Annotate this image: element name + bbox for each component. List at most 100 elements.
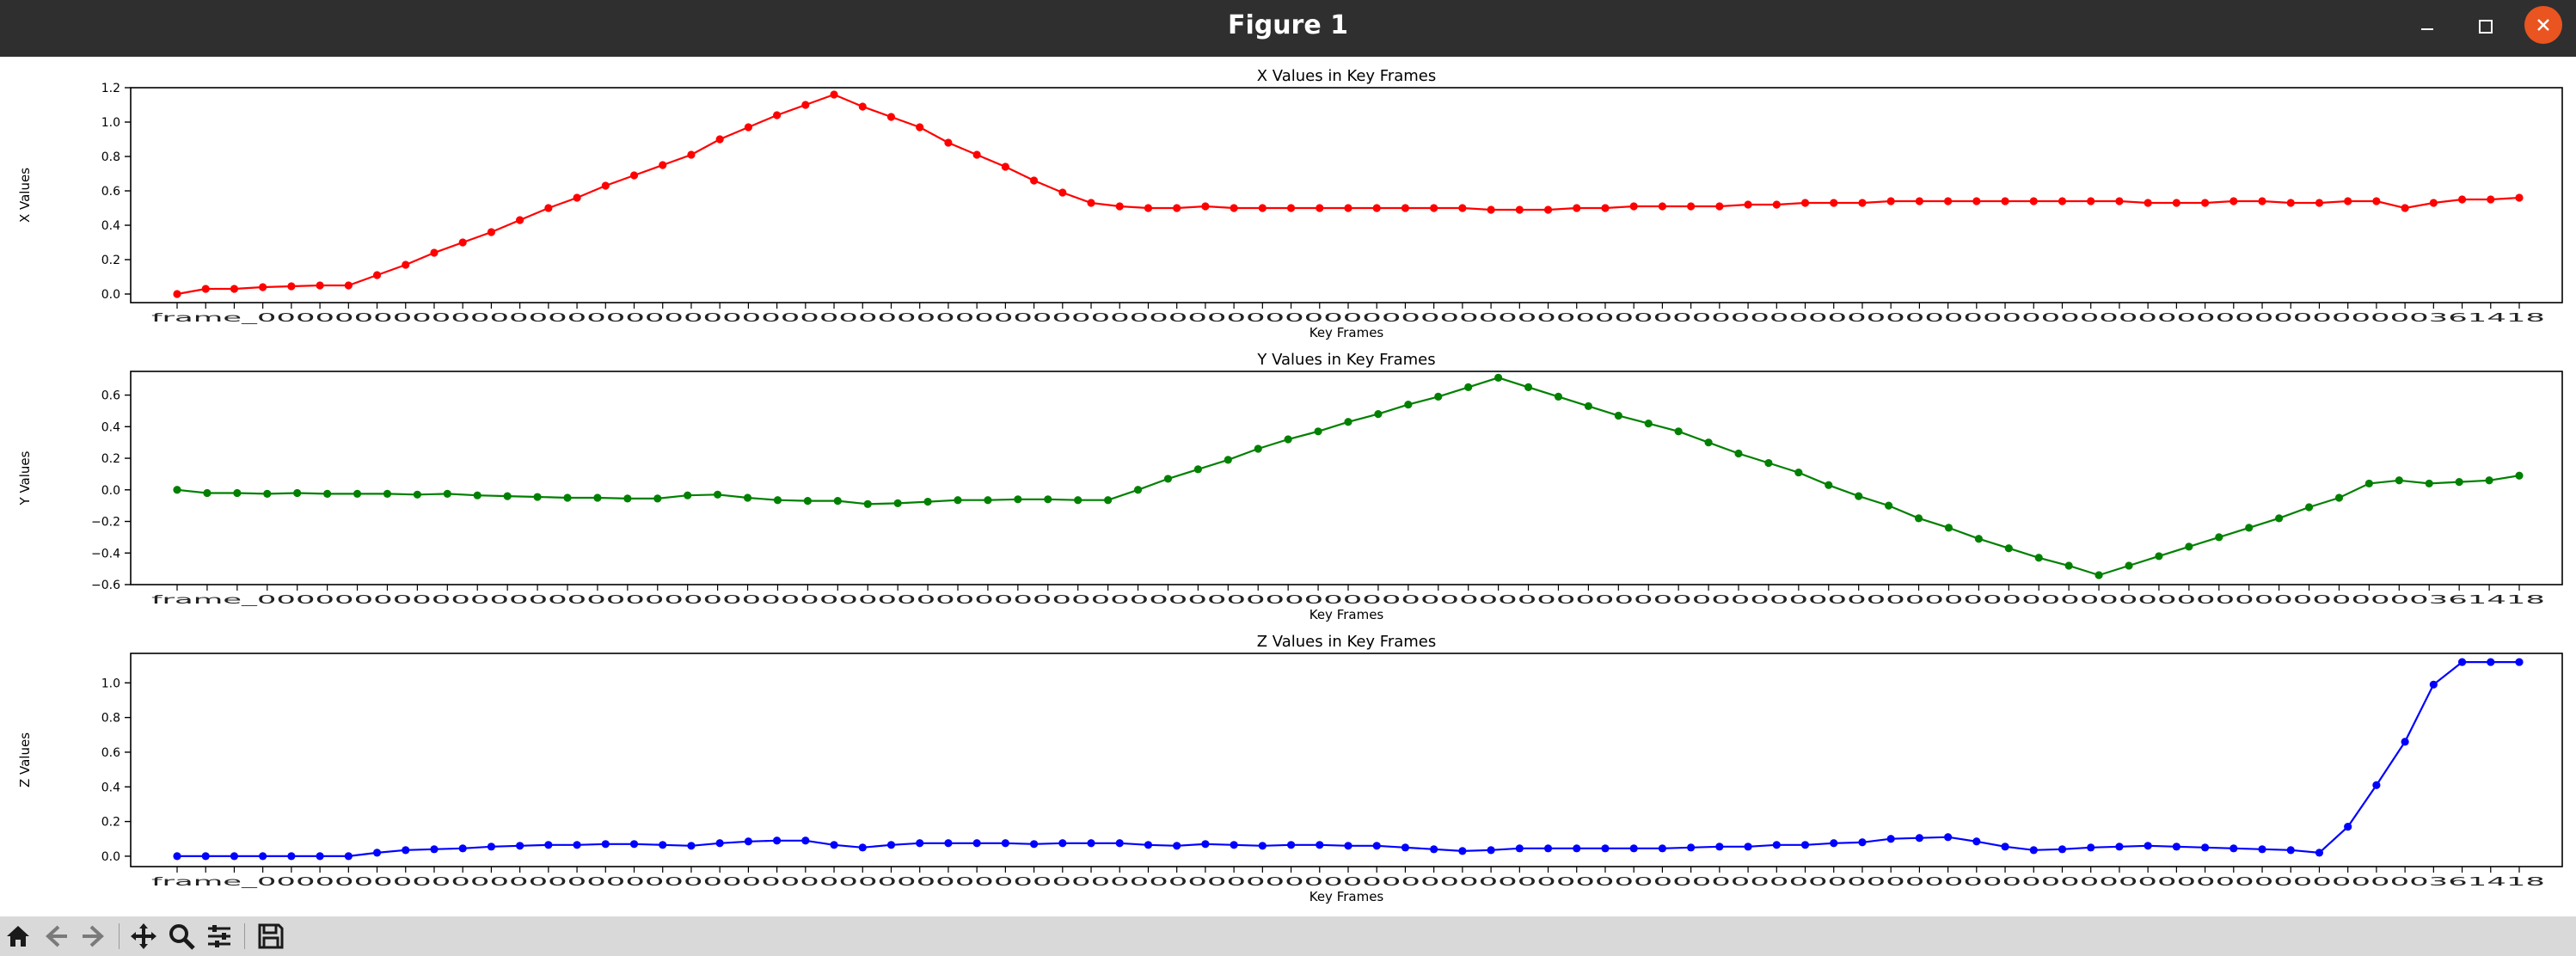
data-point	[573, 193, 581, 202]
data-point	[972, 839, 981, 848]
data-point	[773, 111, 782, 120]
data-point	[2115, 197, 2124, 205]
y-tick-label: 0.6	[101, 746, 120, 760]
data-point	[801, 836, 810, 845]
data-point	[1573, 844, 1581, 853]
y-tick-label: 0.4	[101, 781, 120, 794]
back-arrow-icon[interactable]	[40, 920, 72, 953]
data-point	[1074, 496, 1083, 505]
chart-title: Z Values in Key Frames	[1257, 633, 1437, 651]
data-point	[803, 497, 812, 506]
y-tick-label: 1.0	[101, 116, 120, 130]
subplots-configure-icon[interactable]	[203, 920, 236, 953]
data-point	[2095, 571, 2103, 579]
data-point	[1344, 842, 1352, 850]
data-point	[1401, 204, 1410, 212]
data-point	[2372, 781, 2381, 789]
data-point	[1316, 841, 1324, 849]
data-point	[1430, 204, 1438, 212]
data-point	[1173, 842, 1181, 850]
y-tick-label: 0.2	[101, 452, 120, 466]
data-point	[430, 845, 439, 854]
data-point	[1855, 492, 1863, 500]
save-icon[interactable]	[255, 920, 287, 953]
data-point	[1144, 204, 1153, 212]
maximize-icon[interactable]	[2466, 7, 2505, 46]
forward-arrow-icon[interactable]	[77, 920, 110, 953]
data-point	[1584, 401, 1592, 411]
data-point	[173, 290, 181, 298]
data-point	[2515, 471, 2524, 480]
pan-icon[interactable]	[127, 920, 160, 953]
data-point	[1430, 845, 1438, 854]
data-point	[916, 123, 924, 132]
data-point	[916, 839, 924, 848]
data-point	[1087, 199, 1095, 207]
data-point	[533, 493, 542, 501]
data-point	[863, 499, 872, 508]
close-icon[interactable]	[2524, 6, 2562, 44]
data-point	[458, 844, 467, 853]
data-point	[516, 216, 524, 224]
data-point	[2034, 554, 2043, 562]
data-point	[1886, 197, 1895, 205]
data-point	[2229, 844, 2238, 853]
data-point	[886, 113, 896, 121]
data-point	[2258, 197, 2266, 205]
data-point	[1258, 842, 1267, 850]
data-point	[1601, 204, 1610, 212]
data-point	[2487, 195, 2495, 204]
data-point	[2215, 533, 2223, 542]
data-point	[833, 497, 842, 506]
data-point	[487, 843, 496, 851]
data-point	[1830, 199, 1838, 207]
data-point	[1794, 468, 1803, 477]
data-point	[830, 90, 838, 99]
data-point	[1543, 844, 1553, 853]
home-icon[interactable]	[2, 920, 34, 953]
data-point	[1915, 834, 1923, 843]
zoom-icon[interactable]	[165, 920, 198, 953]
y-tick-label: −0.4	[91, 547, 120, 561]
chart-title: Y Values in Key Frames	[1256, 351, 1435, 369]
minimize-icon[interactable]	[2407, 7, 2447, 46]
y-tick-label: −0.6	[91, 579, 120, 592]
data-point	[1629, 202, 1638, 211]
data-point	[1286, 204, 1296, 212]
data-point	[2286, 846, 2295, 855]
data-point	[1254, 444, 1262, 453]
data-point	[2429, 680, 2438, 689]
data-point	[1258, 204, 1267, 212]
data-point	[2058, 845, 2067, 854]
data-point	[344, 852, 353, 861]
data-point	[1915, 197, 1923, 205]
data-point	[1687, 202, 1696, 211]
data-point	[715, 135, 724, 144]
data-point	[372, 271, 382, 279]
data-point	[1044, 495, 1052, 504]
data-point	[443, 489, 451, 498]
data-point	[2172, 843, 2180, 851]
data-point	[259, 283, 267, 291]
y-axis-label: X Values	[17, 168, 33, 223]
data-point	[1704, 438, 1713, 447]
data-point	[259, 852, 267, 861]
data-point	[1087, 839, 1095, 848]
data-point	[1914, 514, 1923, 523]
data-point	[383, 489, 392, 498]
data-point	[2401, 738, 2409, 746]
data-point	[2395, 476, 2403, 485]
data-point	[593, 493, 602, 502]
data-point	[263, 489, 272, 498]
data-point	[287, 852, 296, 861]
y-tick-label: 0.0	[101, 850, 120, 864]
data-point	[1316, 204, 1324, 212]
data-point	[601, 840, 610, 849]
data-point	[653, 494, 662, 503]
data-point	[1284, 435, 1292, 444]
data-point	[984, 496, 992, 505]
data-point	[2064, 561, 2073, 570]
data-point	[1744, 200, 1752, 209]
data-point	[1401, 843, 1410, 852]
data-point	[773, 836, 782, 845]
